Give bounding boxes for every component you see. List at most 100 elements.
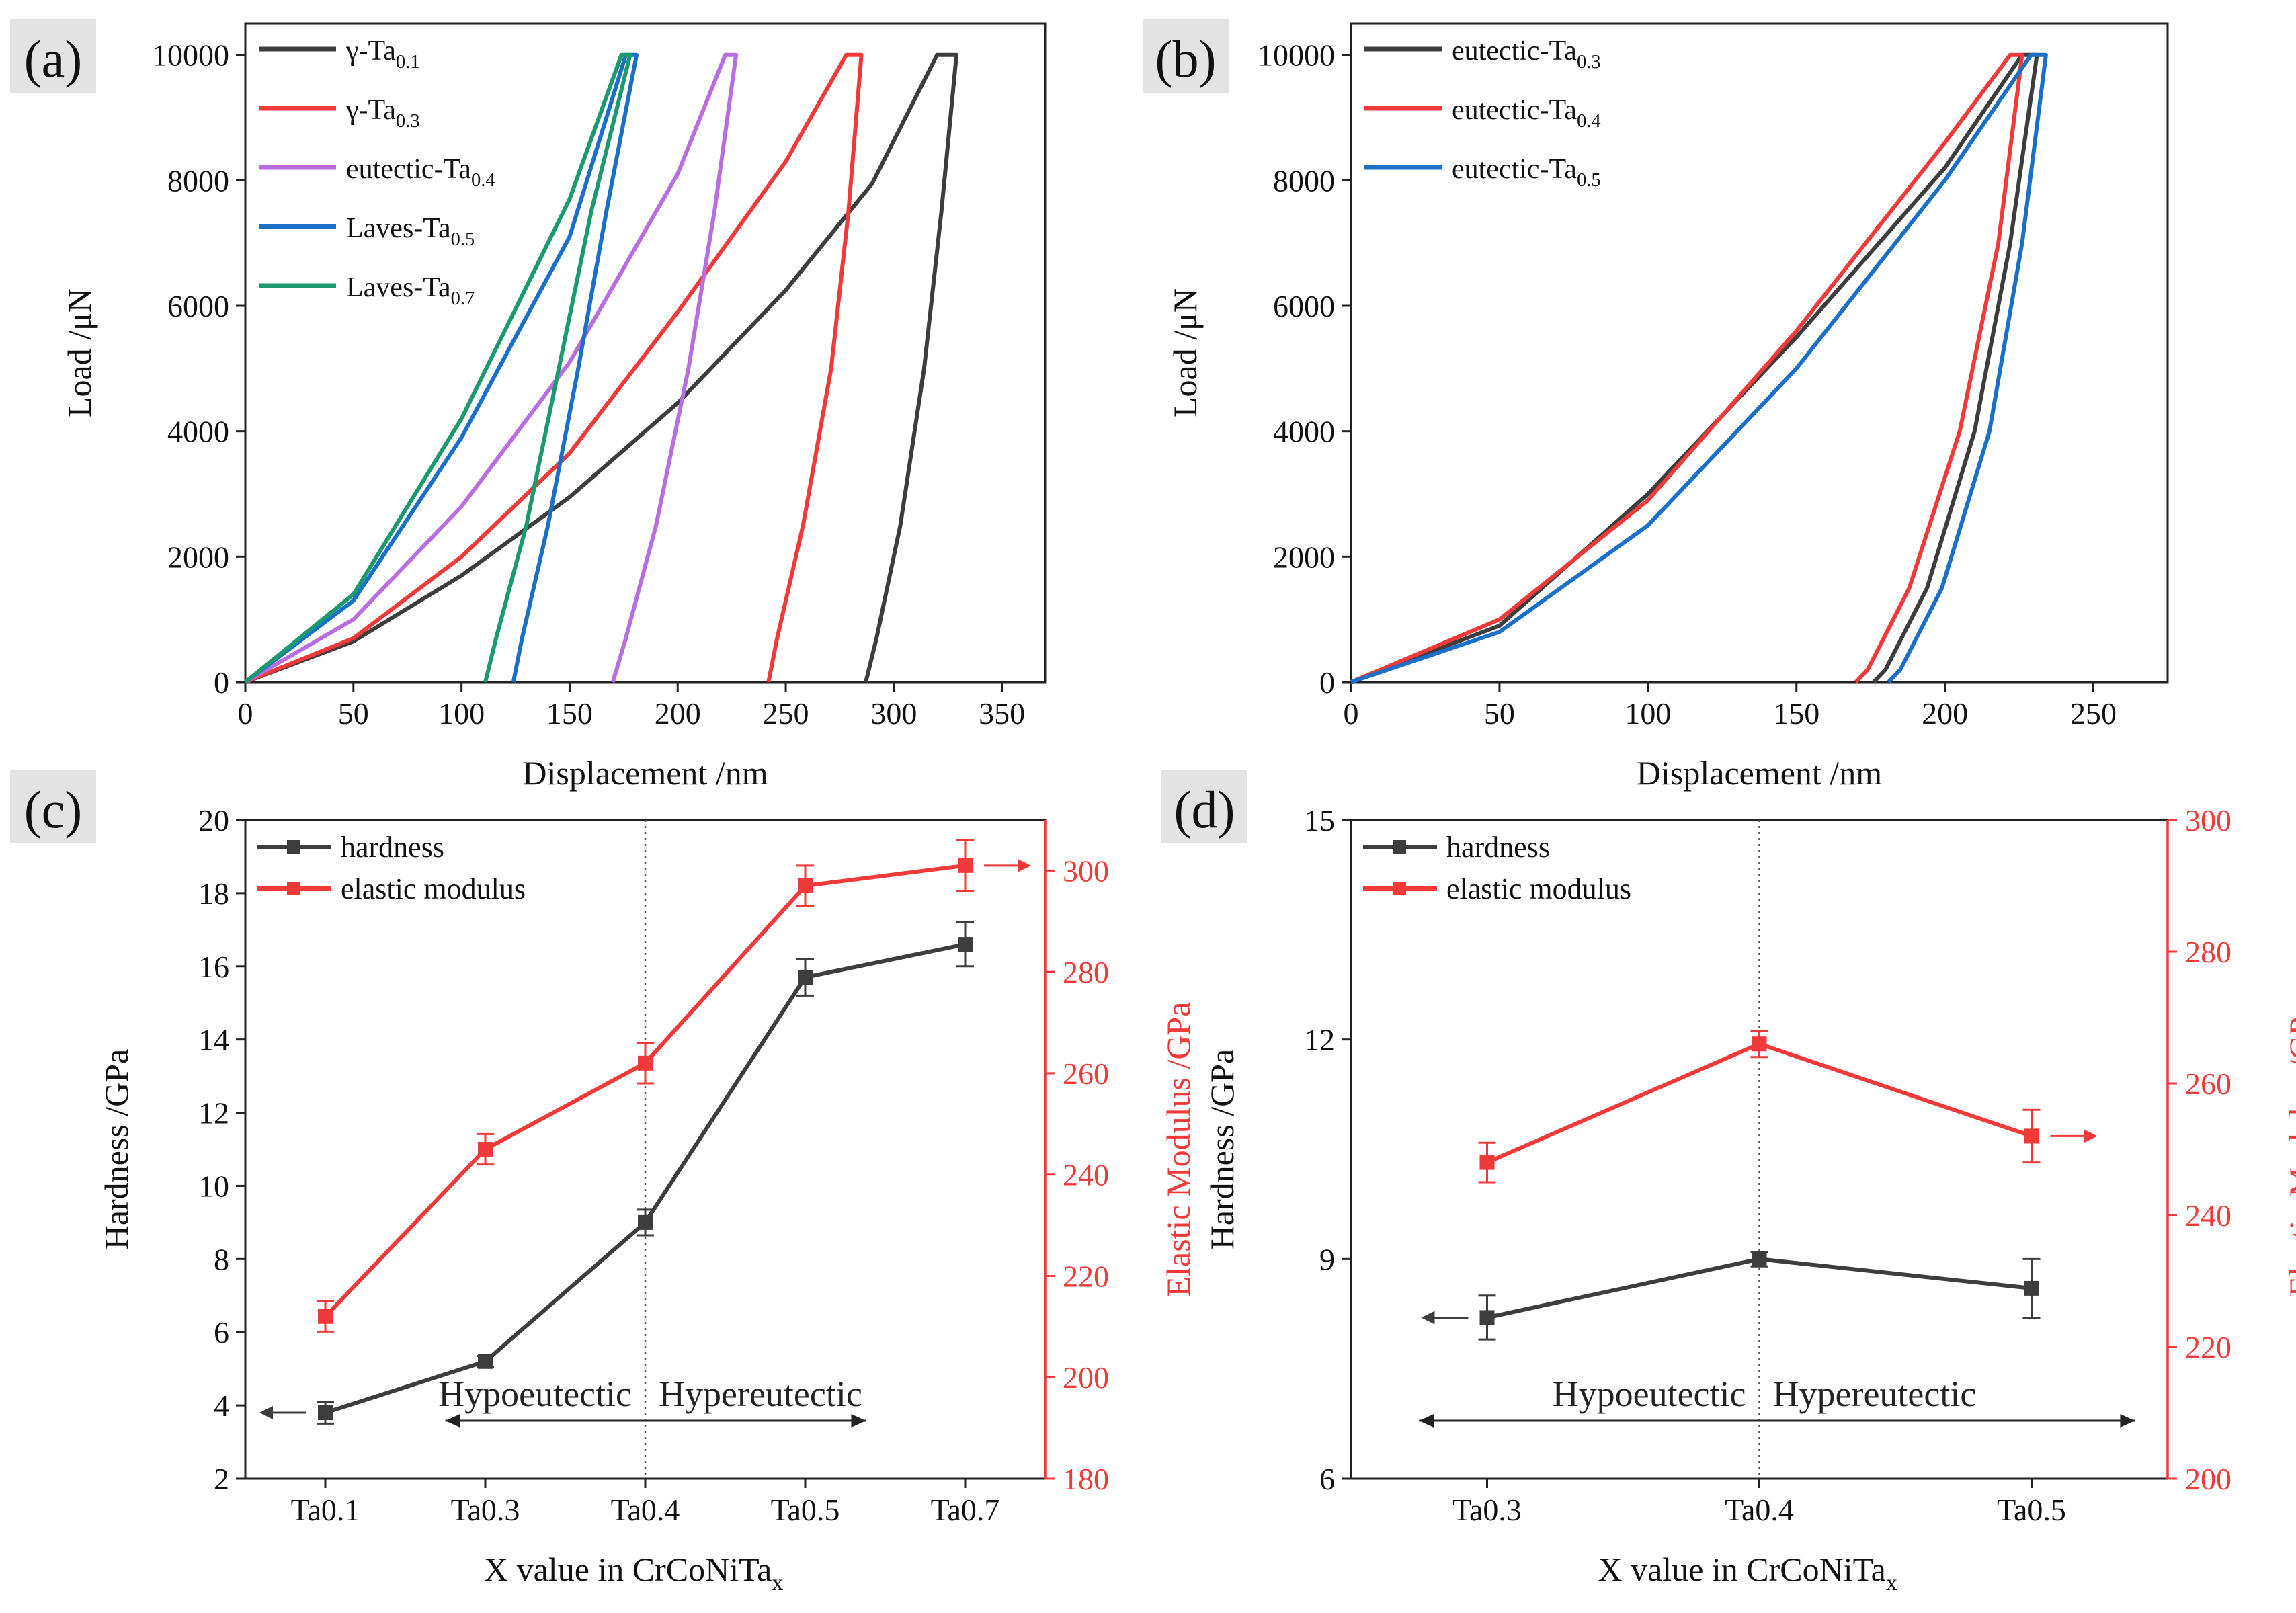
y-tick-label: 6000 [167,289,229,323]
y2-tick-label: 240 [1063,1158,1109,1192]
y-tick-label: 14 [198,1023,229,1057]
legend-entry: γ-Ta0.1 [345,36,420,73]
annotation-hypereutectic: Hypereutectic [659,1374,862,1414]
y-tick-label: 4 [214,1389,229,1423]
x-tick-label: 250 [2070,696,2117,731]
x-tick-label: 100 [438,696,485,731]
y-tick-label: 2 [214,1462,229,1496]
legend-entry: Laves-Ta0.7 [346,272,475,309]
panel-c: (c) Ta0.1 Ta0.3 Ta0.4 Ta0.5 Ta0.7 2 4 6 8 10 12 14 16… [10,770,1197,1596]
x-axis-label-sub: x [772,1571,783,1596]
series-line [1486,1041,2033,1165]
x-tick-label: Ta0.1 [291,1493,360,1527]
legend-entry: eutectic-Ta0.4 [1452,95,1601,132]
y-tick-label: 6000 [1273,289,1335,323]
x-axis-label: X value in CrCoNiTax [1598,1550,1897,1596]
x-tick-label: 300 [870,696,917,731]
legend-entry-main: Laves-Ta [346,213,451,244]
y-axis-label: Load /μN [60,288,98,417]
x-tick-label: Ta0.3 [451,1493,520,1527]
y2-tick-label: 220 [2185,1330,2231,1364]
x-tick-label: Ta0.4 [1725,1493,1794,1527]
series-curve [244,52,632,684]
y-axis-label: Hardness /GPa [1203,1049,1241,1250]
x-tick-label: 0 [238,696,253,731]
panel-label: (a) [24,30,83,88]
x-axis-label-main: X value in CrCoNiTa [1598,1550,1886,1588]
data-point [958,858,973,873]
x-tick-label: 250 [763,696,809,731]
y2-axis-label: Elastic Modulus /GPa [1159,1002,1197,1297]
legend-entry-main: eutectic-Ta [346,154,471,185]
legend-entry-main: eutectic-Ta [1452,95,1577,126]
y2-tick-label: 280 [1063,955,1109,989]
double-arrow-right-head [851,1414,866,1428]
x-tick-label: 150 [1773,696,1819,731]
series-curve [244,52,959,684]
data-point [1752,1036,1767,1052]
legend-entry-sub: 0.3 [1577,52,1601,73]
panel-label: (c) [24,780,83,839]
x-axis-label-sub: x [1886,1571,1897,1596]
series-curve [244,52,864,684]
y-axis-label: Hardness /GPa [97,1049,135,1250]
legend-entry: eutectic-Ta0.4 [346,154,495,191]
data-point [318,1405,333,1420]
y-tick-label: 12 [198,1096,229,1130]
y2-tick-label: 200 [1063,1360,1109,1395]
data-point [318,1309,333,1324]
axis-indicator-left-head [1421,1311,1435,1325]
x-axis-label: Displacement /nm [522,754,768,792]
y-tick-label: 4000 [167,415,229,449]
x-tick-label: 0 [1344,696,1359,731]
y2-tick-label: 260 [2185,1067,2231,1101]
data-point [958,937,973,952]
data-point [478,1142,493,1157]
series-curve [1350,52,2048,684]
legend-entry: γ-Ta0.3 [345,95,420,132]
data-point [2024,1280,2039,1296]
x-tick-label: 100 [1625,696,1671,731]
y-tick-label: 6 [214,1315,229,1350]
panel-label: (b) [1155,30,1217,88]
legend-entry-sub: 0.5 [1577,170,1601,191]
legend-entry: eutectic-Ta0.3 [1452,36,1601,73]
panel-a: (a) 0 50 100 150 200 250 300 350 0 2000 4000 6000 800… [10,19,1047,792]
data-point [1752,1251,1767,1267]
y-tick-label: 2000 [167,540,229,574]
y-axis-label: Load /μN [1166,288,1204,417]
plot-frame [1350,22,2169,684]
series-curve [1350,52,2039,684]
y-tick-label: 8000 [167,163,229,198]
double-arrow-left-head [1419,1414,1434,1428]
legend-entry: Laves-Ta0.5 [346,213,475,250]
x-tick-label: 50 [338,696,369,731]
annotation-hypereutectic: Hypereutectic [1773,1374,1977,1414]
legend-marker [1393,882,1406,895]
legend-entry-main: γ-Ta [345,36,396,67]
data-point [1479,1310,1495,1325]
x-tick-label: Ta0.4 [611,1493,680,1527]
panel-label-bg [10,770,96,843]
x-tick-label: Ta0.3 [1452,1493,1522,1527]
series-curve [244,52,739,684]
series-curve [1350,52,2024,684]
y2-tick-label: 280 [2185,935,2231,969]
y-tick-label: 0 [214,665,229,700]
y-tick-label: 2000 [1273,540,1335,574]
legend-entry: eutectic-Ta0.5 [1452,154,1601,191]
y-tick-label: 10000 [1258,38,1335,73]
legend-marker [287,882,300,895]
y-tick-label: 4000 [1273,415,1335,449]
y-tick-label: 0 [1319,665,1335,700]
y-tick-label: 16 [198,950,229,984]
series-curve [244,52,639,684]
annotation-hypoeutectic: Hypoeutectic [1553,1374,1746,1414]
legend-entry: hardness [341,831,444,864]
axis-indicator-right-head [2084,1129,2098,1143]
x-tick-label: 200 [1922,696,1968,731]
data-point [638,1055,653,1071]
data-point [1479,1155,1495,1170]
y2-tick-label: 300 [2185,803,2231,837]
legend-entry-main: Laves-Ta [346,272,451,303]
